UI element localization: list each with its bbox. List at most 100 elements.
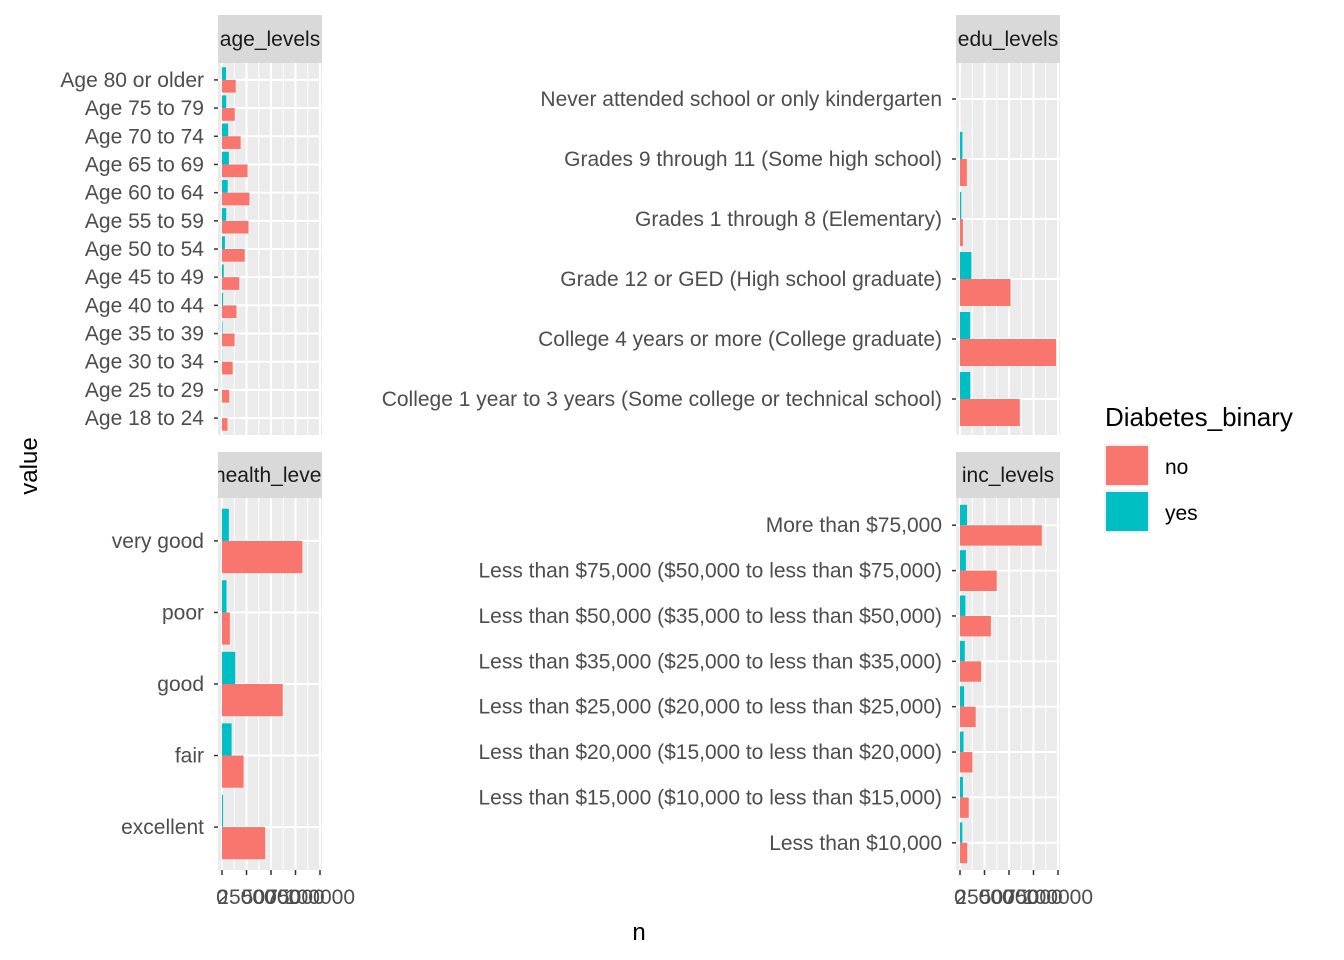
bar-no [222,108,235,121]
y-tick-label: Age 65 to 69 [85,153,204,176]
facet-panel-edu_levels: edu_levels College 1 year to 3 years (Som… [382,15,1060,435]
y-tick-label: Age 55 to 59 [85,210,204,233]
y-tick-label: Age 45 to 49 [85,266,204,289]
bar-no [222,612,230,645]
bar-no [222,136,241,149]
bar-yes [960,372,971,399]
bar-yes [960,550,966,571]
bar-yes [222,179,228,193]
y-tick-label: Age 35 to 39 [85,323,204,346]
y-tick-label: Less than $10,000 [769,832,942,855]
facet-strip [956,15,1060,63]
bar-no [960,797,969,818]
bar-no [222,79,236,93]
bar-no [222,192,250,206]
bar-yes [222,508,229,541]
bar-yes [960,504,968,526]
facet-strip [218,15,322,63]
y-tick-label: Age 25 to 29 [85,379,204,402]
facet-strip [956,452,1060,498]
facet-panel-age_levels: age_levels Age 18 to 24 Age 25 to 29 Age 30… [60,15,322,435]
bar-no [222,684,283,717]
x-tick-label: 50000 [980,886,1038,909]
y-tick-label: Age 75 to 79 [85,97,204,120]
y-tick-label: Less than $20,000 ($15,000 to less than … [478,741,942,764]
y-tick-label: College 4 years or more (College graduat… [538,328,942,351]
y-tick-label: Grades 9 through 11 (Some high school) [564,148,942,171]
x-tick-label: 50000 [242,886,300,909]
facet-strip-label: edu_levels [958,28,1058,51]
y-tick-label: excellent [121,816,204,839]
facet-panel-health_level: health_level excellent fair good poor very go… [112,452,355,909]
bar-no [960,339,1057,366]
x-tick-label: 100000 [1023,886,1093,909]
bar-yes [222,292,224,306]
x-tick-label: 0 [216,886,228,909]
y-tick-label: Age 60 to 64 [85,182,204,205]
y-axis-title: value [16,437,43,494]
bar-no [222,361,233,375]
bar-yes [222,651,236,684]
y-tick-label: Less than $50,000 ($35,000 to less than … [478,605,942,628]
y-tick-label: Age 70 to 74 [85,125,204,148]
y-tick-label: Age 18 to 24 [85,407,204,430]
bar-no [960,159,967,186]
y-tick-label: very good [112,530,204,553]
x-tick-label: 100000 [285,886,355,909]
bar-no [222,418,228,431]
facet-strip [218,452,322,498]
y-tick-label: good [157,673,204,696]
x-tick-label: 75000 [266,886,324,909]
facet-strip-label: health_level [214,464,326,487]
bar-no [222,305,237,319]
bar-no [960,570,997,591]
bar-yes [222,151,229,165]
y-tick-label: poor [162,601,204,624]
legend-label-yes: yes [1165,502,1198,525]
bar-no [960,399,1020,426]
y-tick-label: Age 40 to 44 [85,294,204,317]
bar-no [222,333,235,347]
bar-no [960,842,968,864]
y-tick-label: Age 80 or older [60,69,204,92]
facet-panel-inc_levels: inc_levels Less than $10,000 Less than $15… [478,452,1093,909]
facet-strip-label: age_levels [220,28,320,51]
bar-yes [222,794,224,828]
legend-swatch-no [1106,446,1148,485]
y-tick-label: More than $75,000 [766,514,942,537]
bar-yes [960,595,966,616]
bar-yes [960,822,963,843]
bar-no [222,540,303,574]
bar-no [222,755,244,788]
bar-yes [960,252,972,279]
bar-yes [222,123,229,137]
y-tick-label: Less than $25,000 ($20,000 to less than … [478,696,942,719]
bar-yes [960,192,962,219]
bar-no [222,164,248,178]
y-tick-label: Less than $75,000 ($50,000 to less than … [478,560,942,583]
bar-no [960,279,1011,306]
bar-no [222,389,230,403]
bar-yes [960,640,965,662]
x-tick-label: 75000 [1004,886,1062,909]
x-tick-label: 25000 [217,886,275,909]
y-tick-label: Less than $35,000 ($25,000 to less than … [478,650,942,673]
bar-no [960,525,1042,546]
x-tick-label: 0 [954,886,966,909]
bar-no [222,249,245,262]
bar-yes [222,95,227,109]
panels: age_levels Age 18 to 24 Age 25 to 29 Age 30… [60,15,1093,909]
y-tick-label: Grades 1 through 8 (Elementary) [635,208,942,231]
bar-yes [960,731,964,753]
bar-no [960,706,976,728]
y-tick-label: Age 50 to 54 [85,238,204,261]
bar-yes [222,723,232,756]
legend-label-no: no [1165,456,1188,479]
bar-yes [222,580,227,613]
y-tick-label: College 1 year to 3 years (Some college … [382,388,942,411]
y-tick-label: Never attended school or only kindergart… [540,88,942,111]
bar-yes [222,67,227,80]
legend-title: Diabetes_binary [1105,402,1293,432]
bar-yes [222,320,223,334]
